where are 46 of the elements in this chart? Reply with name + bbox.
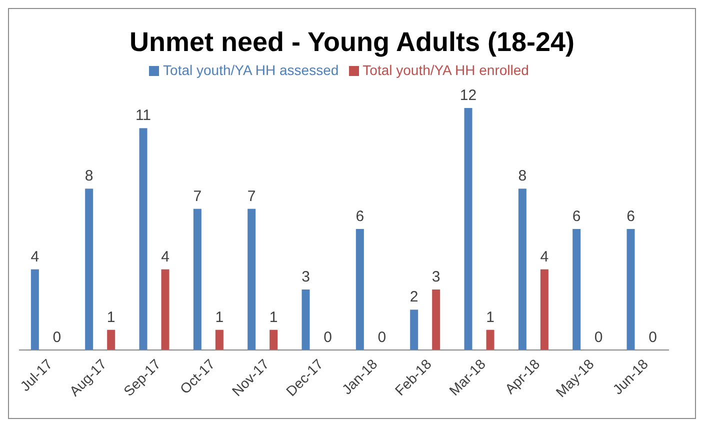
data-label: 7 (193, 188, 202, 205)
chart-title: Unmet need - Young Adults (18-24) (128, 27, 576, 58)
bar (85, 188, 94, 350)
data-label: 4 (161, 248, 170, 266)
bar (161, 269, 170, 350)
bar (432, 290, 440, 350)
bar (270, 330, 278, 350)
data-label: 6 (572, 208, 581, 225)
bar (486, 330, 494, 350)
data-label: 8 (84, 168, 94, 185)
bar (626, 229, 635, 350)
data-label: 2 (410, 288, 418, 306)
bar (518, 188, 526, 350)
data-label: 4 (540, 248, 549, 266)
data-label: 0 (594, 329, 603, 346)
data-label: 6 (626, 208, 635, 225)
bar (107, 330, 116, 350)
data-label: 12 (460, 87, 477, 104)
data-label: 8 (518, 168, 527, 185)
data-label: 0 (52, 329, 62, 346)
data-label: 11 (135, 107, 152, 124)
data-label: 0 (324, 329, 332, 346)
data-label: 6 (356, 208, 364, 225)
bar (356, 229, 364, 350)
bar (410, 310, 418, 350)
data-label: 7 (247, 188, 256, 205)
data-label: 1 (269, 308, 278, 326)
legend-label: Total youth/YA HH assessed (163, 62, 339, 78)
bar (193, 208, 202, 350)
data-label: 0 (378, 329, 386, 346)
data-label: 4 (30, 248, 40, 266)
bar (464, 108, 472, 350)
data-label: 3 (432, 268, 440, 286)
data-label: 1 (106, 308, 116, 326)
bar (139, 128, 148, 350)
data-label: 1 (486, 308, 494, 326)
data-label: 3 (302, 268, 310, 286)
bar (30, 269, 39, 350)
bar (302, 290, 310, 350)
data-label: 0 (648, 329, 657, 346)
bar (215, 330, 224, 350)
data-label: 1 (215, 308, 224, 326)
legend-label: Total youth/YA HH enrolled (362, 62, 529, 78)
bar (540, 269, 548, 350)
bar (572, 229, 581, 350)
bar (248, 208, 256, 350)
